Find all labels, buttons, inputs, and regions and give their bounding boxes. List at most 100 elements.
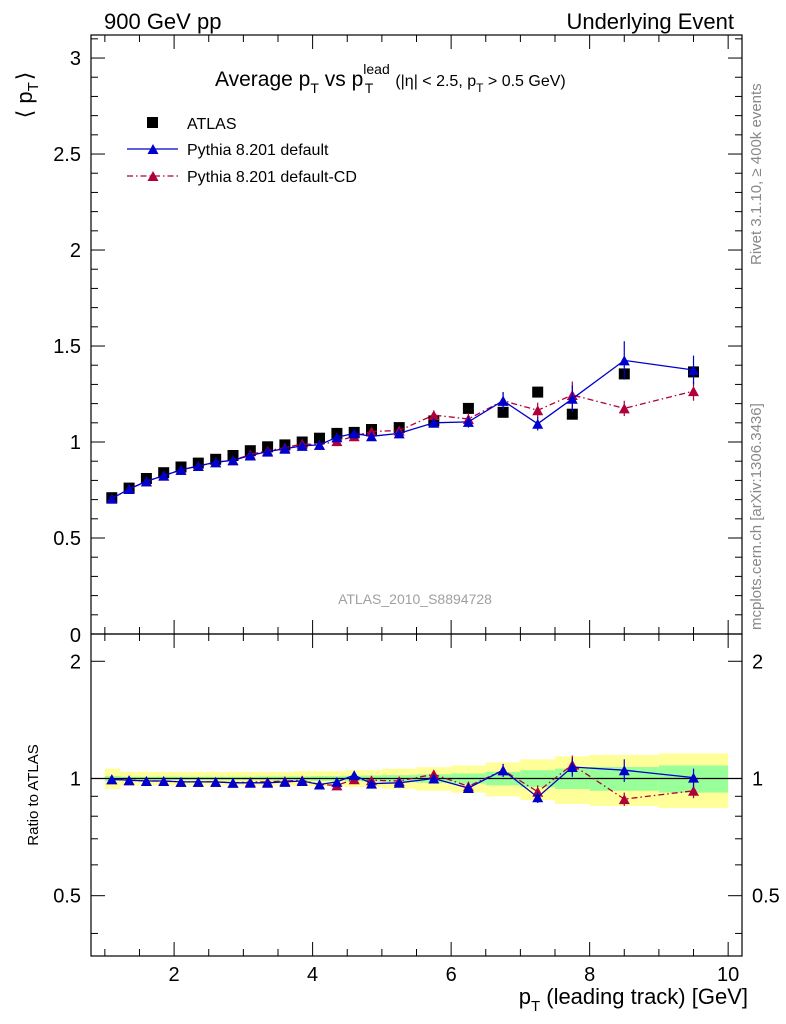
xlabel-sub: T	[531, 998, 540, 1015]
x-tick-label: 8	[584, 964, 595, 986]
default-main-point	[348, 428, 360, 439]
cd-main-point	[688, 386, 699, 397]
cd-main-line	[111, 390, 694, 500]
title-vs: vs p	[319, 68, 363, 91]
title-main: Average p	[215, 68, 310, 91]
default-ratio-point	[106, 774, 118, 785]
cd-main-point	[428, 410, 440, 421]
x-tick-label: 2	[169, 964, 180, 986]
default-ratio-point	[227, 777, 239, 788]
atlas-data-point	[462, 402, 474, 414]
ratio-ytick-label-right: 2	[752, 651, 763, 673]
main-axes: 0.5 1 1.5 2 2.5 3 0	[53, 35, 742, 647]
main-plot-area	[106, 341, 699, 504]
atlas-data-point	[566, 408, 578, 420]
default-ratio-point	[428, 773, 440, 784]
default-ratio-point	[296, 776, 308, 786]
default-main-point	[366, 431, 377, 442]
default-ratio-point	[348, 770, 360, 781]
default-main-point	[244, 450, 256, 461]
default-ratio-point	[123, 775, 135, 786]
default-main-point	[192, 461, 204, 471]
default-ratio-point	[688, 772, 699, 783]
default-main-point	[428, 417, 440, 428]
main-ytick-label: 0.5	[53, 528, 81, 550]
default-main-point	[393, 428, 405, 439]
ratio-plot-area	[91, 753, 742, 808]
x-tick-label: 10	[717, 964, 739, 986]
default-ratio-point	[314, 779, 325, 790]
default-main-point	[106, 493, 118, 504]
default-ratio-point	[262, 777, 274, 788]
x-tick-label: 4	[307, 964, 318, 986]
default-ratio-point	[210, 776, 222, 787]
default-ratio-point	[393, 777, 405, 788]
default-ratio-point	[244, 777, 256, 788]
main-ytick-label: 2.5	[53, 144, 81, 166]
cd-main-point	[618, 403, 630, 414]
title-sup-lead: lead	[363, 61, 389, 77]
default-main-point	[140, 476, 152, 487]
ratio-ytick-label: 1	[70, 768, 81, 790]
default-main-point	[175, 464, 187, 475]
default-main-point	[210, 457, 222, 468]
ratio-ytick-label: 0.5	[53, 886, 81, 908]
main-ytick-label: 3	[70, 48, 81, 70]
default-main-point	[497, 395, 509, 406]
legend-default-label: Pythia 8.201 default	[187, 142, 329, 159]
cd-ratio-point	[618, 794, 630, 805]
default-ratio-point	[366, 778, 377, 789]
atlas-data-point	[497, 406, 509, 418]
rivet-version-label: Rivet 3.1.10, ≥ 400k events	[748, 83, 765, 265]
xlabel-p: p	[519, 984, 531, 1009]
title-cuts-sub: T	[476, 81, 484, 95]
default-main-point	[123, 484, 135, 494]
legend-default-marker	[147, 144, 159, 154]
default-main-point	[279, 443, 291, 454]
default-main-point	[296, 440, 308, 451]
default-main-point	[314, 439, 325, 450]
default-ratio-point	[497, 765, 509, 776]
default-ratio-point	[279, 776, 291, 787]
default-ratio-point	[462, 783, 474, 793]
ratio-ytick-label-right: 0.5	[752, 886, 780, 908]
legend-cd-label: Pythia 8.201 default-CD	[187, 169, 357, 186]
main-ylabel-open: ⟨ p	[12, 91, 37, 118]
header-left: 900 GeV pp	[104, 9, 221, 34]
ratio-axes: 2 4 6 8 10 0.5 0.5 1 1 2 2	[53, 634, 780, 986]
plot-title: Average pT vs plead T (|η| < 2.5, pT > 0.5…	[215, 61, 566, 96]
main-ylabel: ⟨ pT⟩	[12, 72, 42, 119]
main-ylabel-sub: T	[25, 82, 42, 91]
legend-atlas-marker	[147, 117, 158, 128]
legend-atlas-label: ATLAS	[187, 116, 237, 133]
default-ratio-point	[331, 776, 343, 787]
header-right: Underlying Event	[566, 9, 734, 34]
ratio-ytick-label: 2	[70, 651, 81, 673]
default-ratio-line	[111, 766, 694, 799]
default-ratio-point	[532, 792, 544, 803]
default-main-point	[331, 432, 343, 443]
default-ratio-point	[618, 765, 630, 776]
default-main-point	[262, 446, 274, 457]
main-ytick-label: 1.5	[53, 336, 81, 358]
analysis-id-label: ATLAS_2010_S8894728	[338, 591, 492, 607]
cd-main-point	[532, 405, 544, 416]
legend-cd-marker	[147, 171, 159, 181]
title-sub-t: T	[310, 80, 319, 96]
main-ytick-label: 1	[70, 432, 81, 454]
xlabel-post: (leading track) [GeV]	[540, 984, 748, 1009]
main-ytick-label-zero: 0	[70, 625, 81, 647]
default-main-point	[566, 393, 578, 404]
title-cuts: (|η| < 2.5, p	[395, 73, 476, 90]
default-main-point	[688, 365, 699, 375]
svg-text:⟨ pT⟩: ⟨ pT⟩	[12, 72, 42, 119]
title-cuts-end: > 0.5 GeV)	[483, 73, 565, 90]
atlas-data-point	[532, 386, 544, 398]
default-main-point	[462, 416, 474, 427]
default-ratio-point	[140, 776, 152, 786]
default-ratio-point	[175, 776, 187, 787]
ratio-ylabel: Ratio to ATLAS	[25, 744, 42, 845]
default-main-point	[618, 355, 630, 366]
default-main-point	[158, 470, 170, 481]
